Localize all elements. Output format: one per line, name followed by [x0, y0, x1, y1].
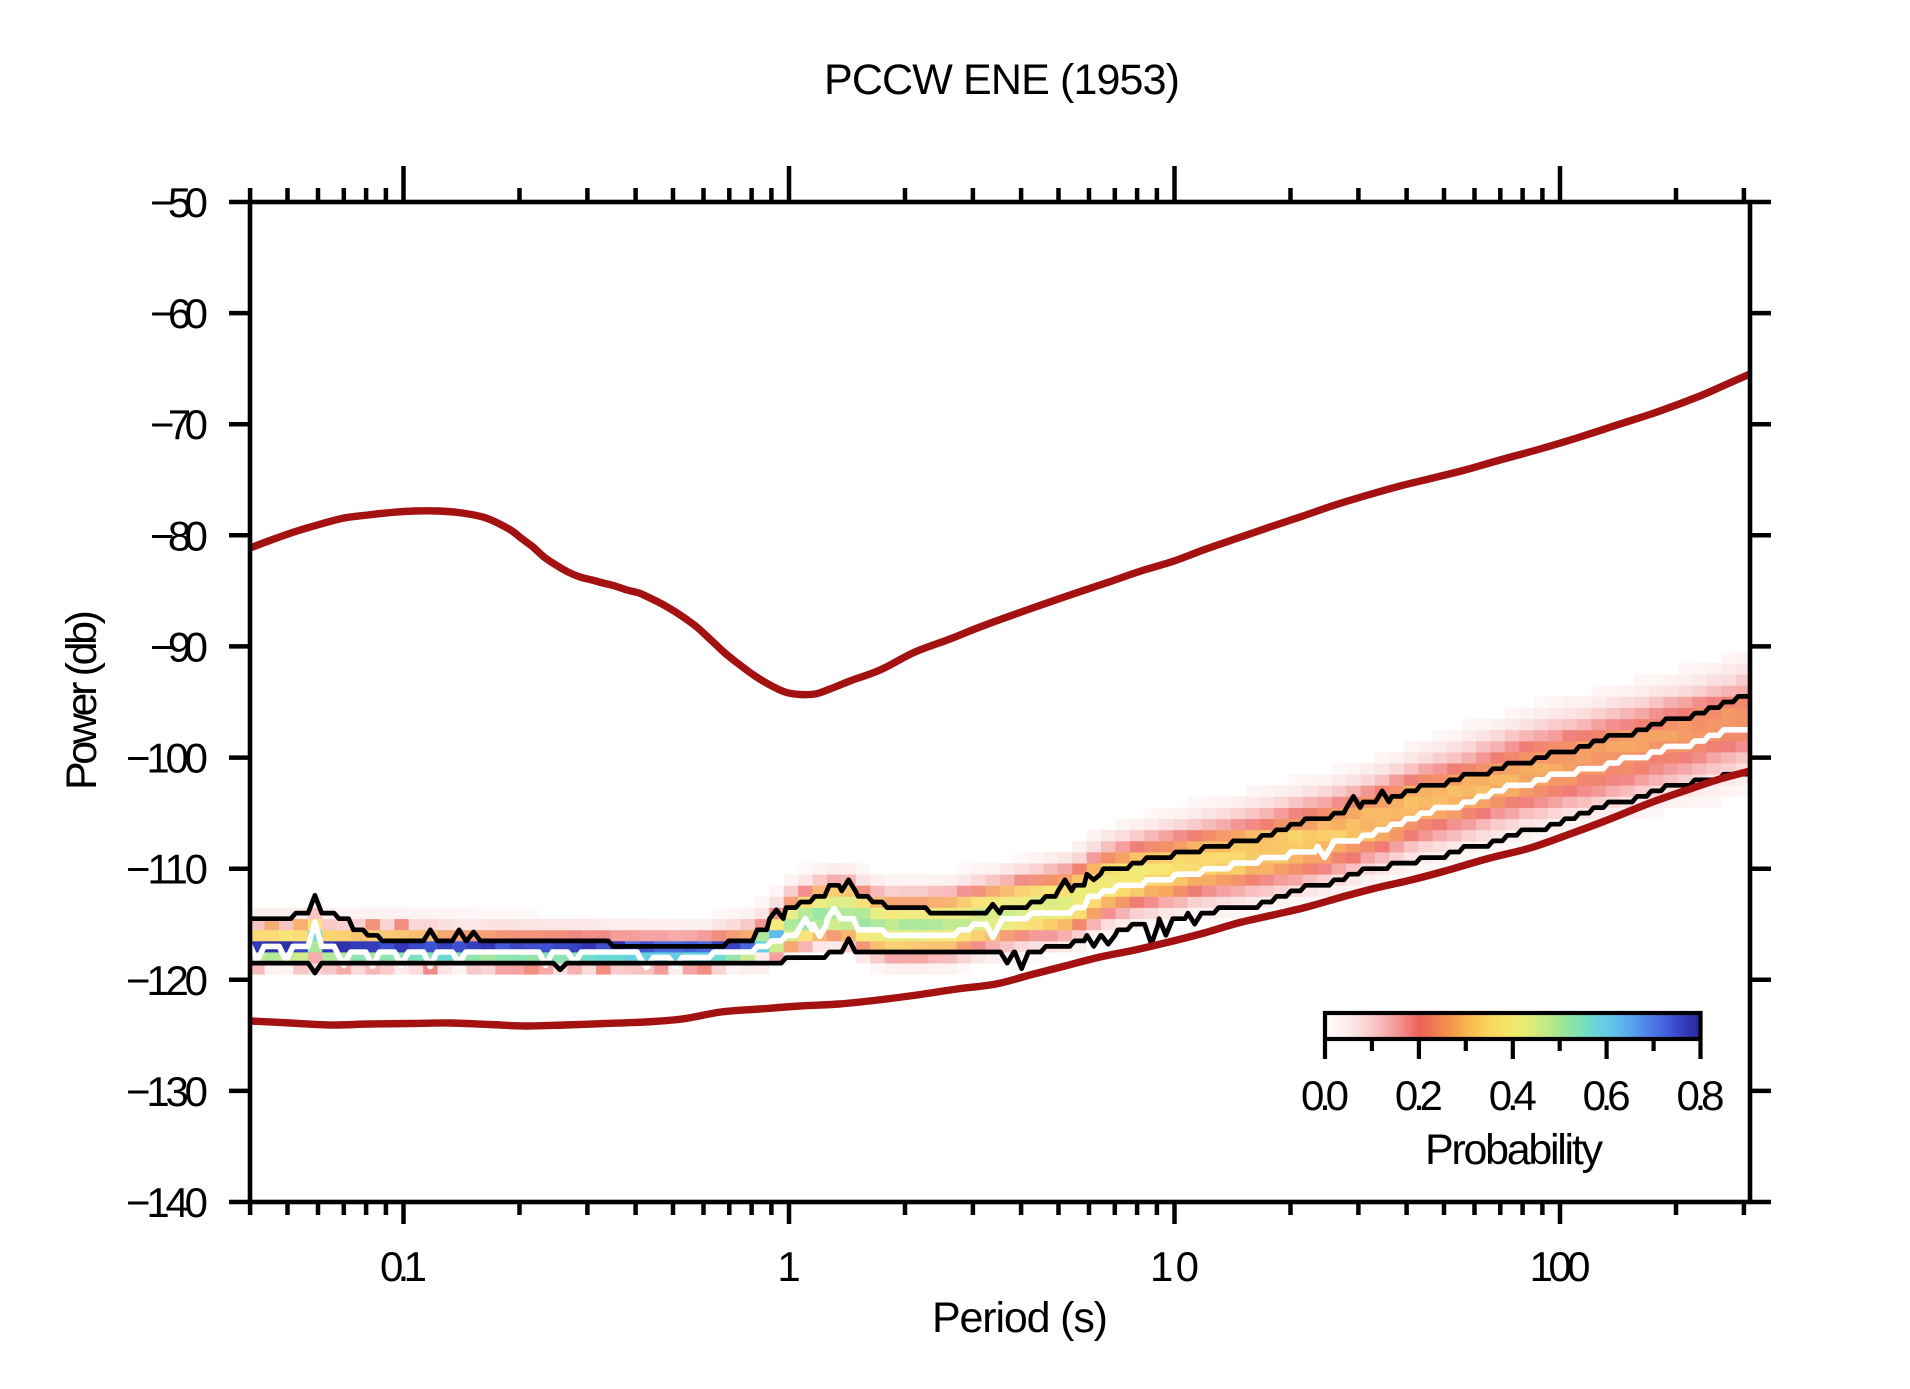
svg-text:−100: −100: [126, 735, 208, 782]
svg-text:Power (db): Power (db): [58, 610, 106, 790]
svg-text:0.6: 0.6: [1583, 1072, 1631, 1119]
svg-text:−110: −110: [126, 846, 208, 893]
svg-text:1: 1: [777, 1243, 800, 1290]
svg-text:−130: −130: [126, 1068, 208, 1115]
svg-text:−60: −60: [150, 290, 208, 337]
svg-text:PCCW ENE (1953): PCCW ENE (1953): [824, 56, 1180, 104]
svg-text:Probability: Probability: [1425, 1126, 1604, 1174]
svg-text:−50: −50: [150, 179, 208, 226]
svg-text:0.0: 0.0: [1301, 1072, 1349, 1119]
svg-text:Period (s): Period (s): [932, 1294, 1108, 1342]
svg-text:−80: −80: [150, 512, 208, 559]
svg-text:−120: −120: [126, 957, 208, 1004]
svg-text:−140: −140: [126, 1179, 208, 1226]
svg-text:0.1: 0.1: [380, 1243, 427, 1290]
svg-text:−70: −70: [150, 401, 208, 448]
svg-text:0.4: 0.4: [1489, 1072, 1537, 1119]
svg-text:0.8: 0.8: [1677, 1072, 1725, 1119]
svg-text:−90: −90: [150, 623, 208, 670]
svg-text:0.2: 0.2: [1395, 1072, 1443, 1119]
svg-text:100: 100: [1530, 1243, 1591, 1290]
